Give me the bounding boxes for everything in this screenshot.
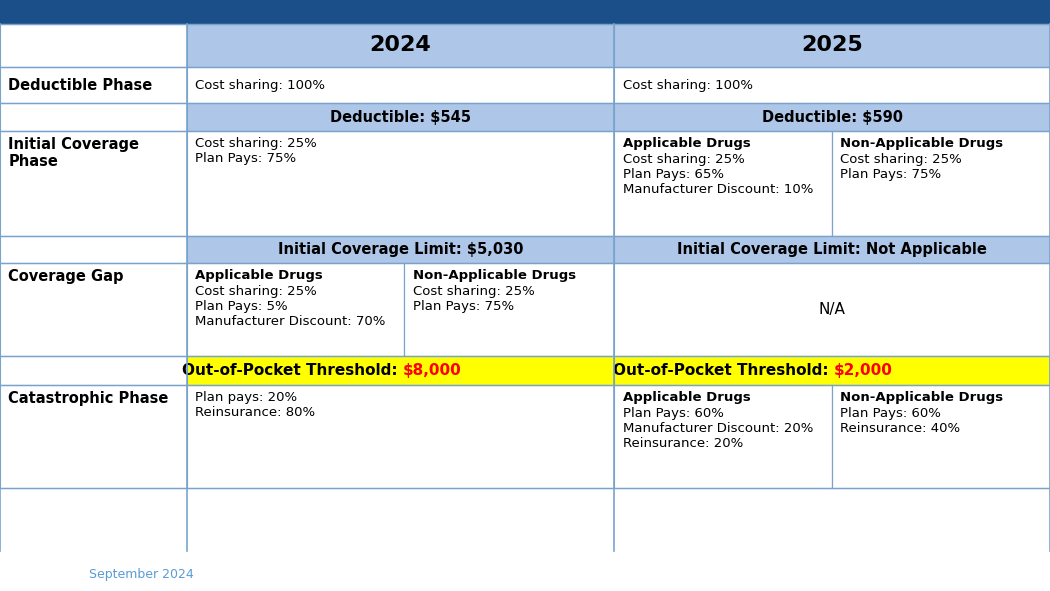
- Bar: [614, 103, 1050, 131]
- Bar: [0, 385, 187, 488]
- Text: Cost sharing: 25%
Plan Pays: 75%: Cost sharing: 25% Plan Pays: 75%: [840, 153, 962, 181]
- Text: 2025: 2025: [801, 35, 863, 55]
- Bar: [0, 103, 187, 131]
- Text: N/A: N/A: [819, 302, 845, 317]
- Bar: [614, 385, 832, 488]
- Bar: [0, 0, 1050, 82]
- Text: Cost sharing: 100%: Cost sharing: 100%: [195, 79, 326, 92]
- Text: Applicable Drugs: Applicable Drugs: [623, 137, 751, 150]
- Bar: [187, 385, 614, 488]
- Bar: [614, 263, 1050, 356]
- Bar: [187, 24, 614, 67]
- Bar: [614, 356, 1050, 385]
- Text: Deductible Phase: Deductible Phase: [8, 77, 152, 93]
- Text: $8,000: $8,000: [402, 363, 461, 378]
- Text: Applicable Drugs: Applicable Drugs: [195, 269, 323, 282]
- Text: Plan Pays: 60%
Manufacturer Discount: 20%
Reinsurance: 20%: Plan Pays: 60% Manufacturer Discount: 20…: [623, 407, 813, 450]
- Text: September 2024: September 2024: [89, 568, 194, 581]
- Bar: [832, 131, 1050, 236]
- Text: Applicable Drugs: Applicable Drugs: [623, 391, 751, 404]
- Text: Plan pays: 20%
Reinsurance: 80%: Plan pays: 20% Reinsurance: 80%: [195, 391, 315, 418]
- Text: Initial Coverage
Phase: Initial Coverage Phase: [8, 137, 140, 169]
- Bar: [404, 263, 614, 356]
- Text: Out-of-Pocket Threshold:: Out-of-Pocket Threshold:: [182, 363, 402, 378]
- Text: $2,000: $2,000: [834, 363, 894, 378]
- Bar: [614, 131, 832, 236]
- Bar: [187, 356, 614, 385]
- Text: Cost sharing: 25%
Plan Pays: 75%: Cost sharing: 25% Plan Pays: 75%: [413, 285, 534, 313]
- Bar: [187, 263, 404, 356]
- Bar: [614, 236, 1050, 263]
- Text: Cost sharing: 25%
Plan Pays: 5%
Manufacturer Discount: 70%: Cost sharing: 25% Plan Pays: 5% Manufact…: [195, 285, 385, 329]
- Bar: [187, 67, 614, 103]
- Bar: [832, 385, 1050, 488]
- Bar: [0, 263, 187, 356]
- Text: Non-Applicable Drugs: Non-Applicable Drugs: [840, 391, 1003, 404]
- Text: 2024: 2024: [370, 35, 432, 55]
- Bar: [187, 103, 614, 131]
- Bar: [0, 67, 187, 103]
- Text: Drug Coverage Phases in Calendar Years 2024 & 2025: Drug Coverage Phases in Calendar Years 2…: [124, 27, 1010, 55]
- Text: Non-Applicable Drugs: Non-Applicable Drugs: [840, 137, 1003, 150]
- Bar: [614, 24, 1050, 67]
- Text: Initial Coverage Limit: Not Applicable: Initial Coverage Limit: Not Applicable: [677, 242, 987, 257]
- Bar: [0, 24, 187, 67]
- Text: Cost sharing: 25%
Plan Pays: 65%
Manufacturer Discount: 10%: Cost sharing: 25% Plan Pays: 65% Manufac…: [623, 153, 813, 196]
- Text: Plan Pays: 60%
Reinsurance: 40%: Plan Pays: 60% Reinsurance: 40%: [840, 407, 960, 435]
- Text: Coverage Gap: Coverage Gap: [8, 269, 124, 284]
- Text: Initial Coverage Limit: $5,030: Initial Coverage Limit: $5,030: [278, 242, 523, 257]
- Text: Deductible: $590: Deductible: $590: [761, 109, 903, 125]
- Text: Catastrophic Phase: Catastrophic Phase: [8, 391, 169, 405]
- Text: Non-Applicable Drugs: Non-Applicable Drugs: [413, 269, 575, 282]
- Bar: [0, 236, 187, 263]
- Text: Out-of-Pocket Threshold:: Out-of-Pocket Threshold:: [613, 363, 834, 378]
- Text: Cost sharing: 100%: Cost sharing: 100%: [623, 79, 753, 92]
- Bar: [187, 236, 614, 263]
- Bar: [614, 67, 1050, 103]
- Bar: [187, 131, 614, 236]
- Text: Deductible: $545: Deductible: $545: [330, 109, 471, 125]
- Bar: [0, 356, 187, 385]
- Bar: [0, 131, 187, 236]
- Text: Cost sharing: 25%
Plan Pays: 75%: Cost sharing: 25% Plan Pays: 75%: [195, 137, 317, 164]
